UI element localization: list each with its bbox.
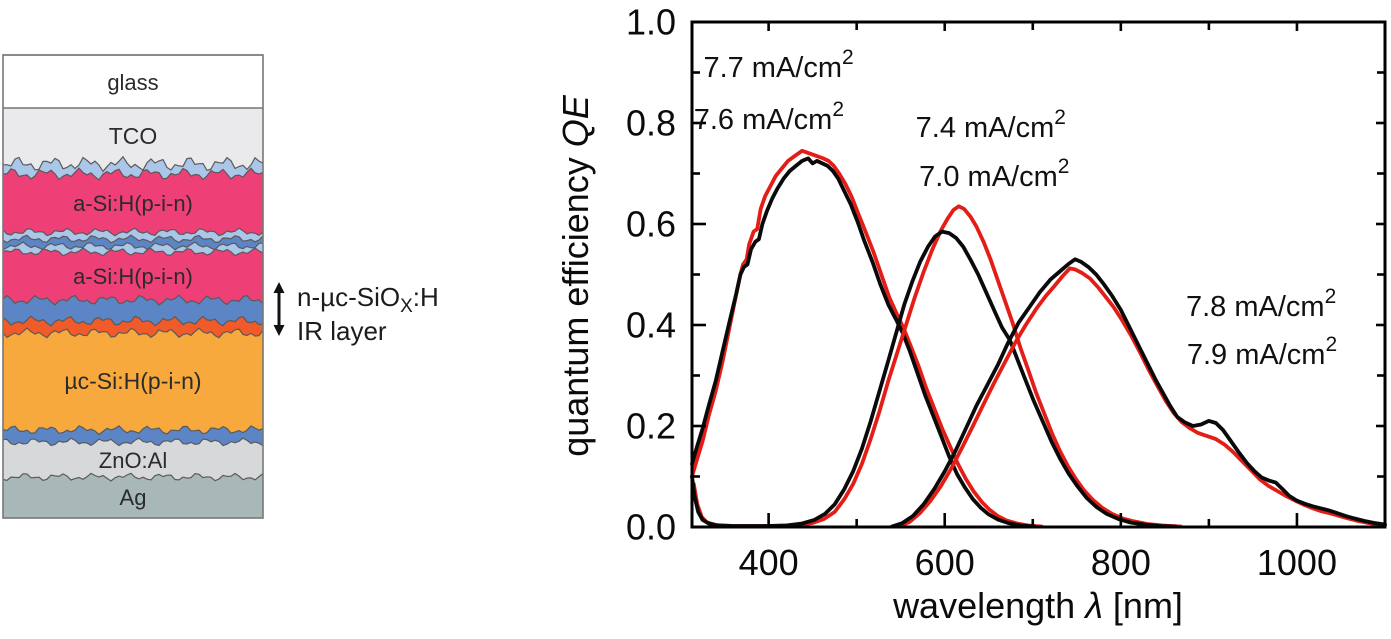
solar-cell-stack-diagram: glass TCO a-Si:H(p-i-n) a-Si:H(p-i-n) µc-Si:… bbox=[2, 54, 439, 519]
layer-boundary-back-blue bbox=[2, 425, 264, 436]
layer-boundary-a-si-top bbox=[2, 167, 264, 181]
x-tick-label: 1000 bbox=[1257, 542, 1337, 583]
tick-labels: 400 600 800 1000 0.0 0.2 0.4 0.6 0.8 1.0 bbox=[626, 2, 1337, 584]
jsc-annotation: 7.8 mA/cm2 bbox=[1186, 285, 1336, 323]
jsc-annotation: 7.0 mA/cm2 bbox=[919, 155, 1069, 193]
x-tick-label: 800 bbox=[1091, 542, 1151, 583]
stack-border bbox=[2, 54, 264, 519]
stack-layers bbox=[2, 54, 264, 518]
layer-label-tco: TCO bbox=[109, 123, 158, 149]
qe-curves bbox=[690, 148, 1387, 529]
jsc-annotations: 7.7 mA/cm2 7.6 mA/cm2 7.4 mA/cm2 7.0 mA/cm2… bbox=[694, 46, 1337, 371]
layer-label-glass: glass bbox=[107, 70, 158, 95]
layer-boundary-zno bbox=[2, 437, 264, 447]
ir-layer-annotation-line2: IR layer bbox=[297, 316, 387, 346]
jsc-annotation: 7.4 mA/cm2 bbox=[916, 106, 1066, 144]
axis-ticks bbox=[692, 20, 1387, 529]
jsc-annotation: 7.9 mA/cm2 bbox=[1187, 333, 1337, 371]
layer-boundary-buffer-1 bbox=[2, 155, 264, 173]
x-tick-label: 600 bbox=[915, 542, 975, 583]
layer-boundary-sio-orange bbox=[2, 315, 264, 327]
x-axis-label: wavelength λ [nm] bbox=[892, 585, 1183, 626]
ir-layer-annotation-line1: n-µc-SiOX:H bbox=[297, 282, 439, 317]
layer-ag bbox=[3, 473, 263, 518]
layer-boundary-ag bbox=[2, 472, 264, 482]
ir-layer-annotation: n-µc-SiOX:H IR layer bbox=[273, 282, 439, 346]
layer-boundary-irl-b bbox=[2, 234, 264, 244]
layer-label-ag: Ag bbox=[120, 485, 147, 510]
qe-curve-7.4 bbox=[691, 204, 1183, 529]
x-tick-label: 400 bbox=[739, 542, 799, 583]
stack-labels: glass TCO a-Si:H(p-i-n) a-Si:H(p-i-n) µc-Si:… bbox=[64, 70, 201, 510]
double-arrow-icon bbox=[273, 282, 285, 336]
y-axis-label: quantum efficiency QE bbox=[555, 94, 596, 457]
layer-boundary-uc-si bbox=[2, 327, 264, 339]
y-tick-label: 1.0 bbox=[626, 2, 676, 43]
y-tick-label: 0.6 bbox=[626, 204, 676, 245]
y-tick-label: 0.2 bbox=[626, 406, 676, 447]
qe-chart: 400 600 800 1000 0.0 0.2 0.4 0.6 0.8 1.0 7.7 mA/c… bbox=[555, 2, 1387, 626]
layer-boundary-irl-c bbox=[2, 241, 264, 251]
layer-label-zno: ZnO:Al bbox=[99, 448, 167, 473]
layer-boundary-a-si-mid bbox=[2, 247, 264, 257]
qe-curve-7.0 bbox=[690, 229, 1178, 529]
qe-curve-7.7 bbox=[690, 148, 1044, 529]
layer-label-a-si-mid: a-Si:H(p-i-n) bbox=[73, 264, 193, 289]
y-tick-label: 0.0 bbox=[626, 507, 676, 548]
qe-curve-7.6 bbox=[690, 156, 1037, 529]
y-tick-label: 0.4 bbox=[626, 305, 676, 346]
jsc-annotation: 7.7 mA/cm2 bbox=[703, 46, 853, 84]
plot-frame bbox=[690, 20, 1387, 529]
layer-label-uc-si: µc-Si:H(p-i-n) bbox=[64, 368, 201, 394]
jsc-annotation: 7.6 mA/cm2 bbox=[694, 98, 844, 136]
layer-label-a-si-top: a-Si:H(p-i-n) bbox=[73, 191, 193, 216]
y-tick-label: 0.8 bbox=[626, 103, 676, 144]
layer-boundary-irl-a bbox=[2, 227, 264, 237]
qe-curve-7.9 bbox=[890, 257, 1387, 529]
layer-boundary-sio-blue bbox=[2, 294, 264, 306]
